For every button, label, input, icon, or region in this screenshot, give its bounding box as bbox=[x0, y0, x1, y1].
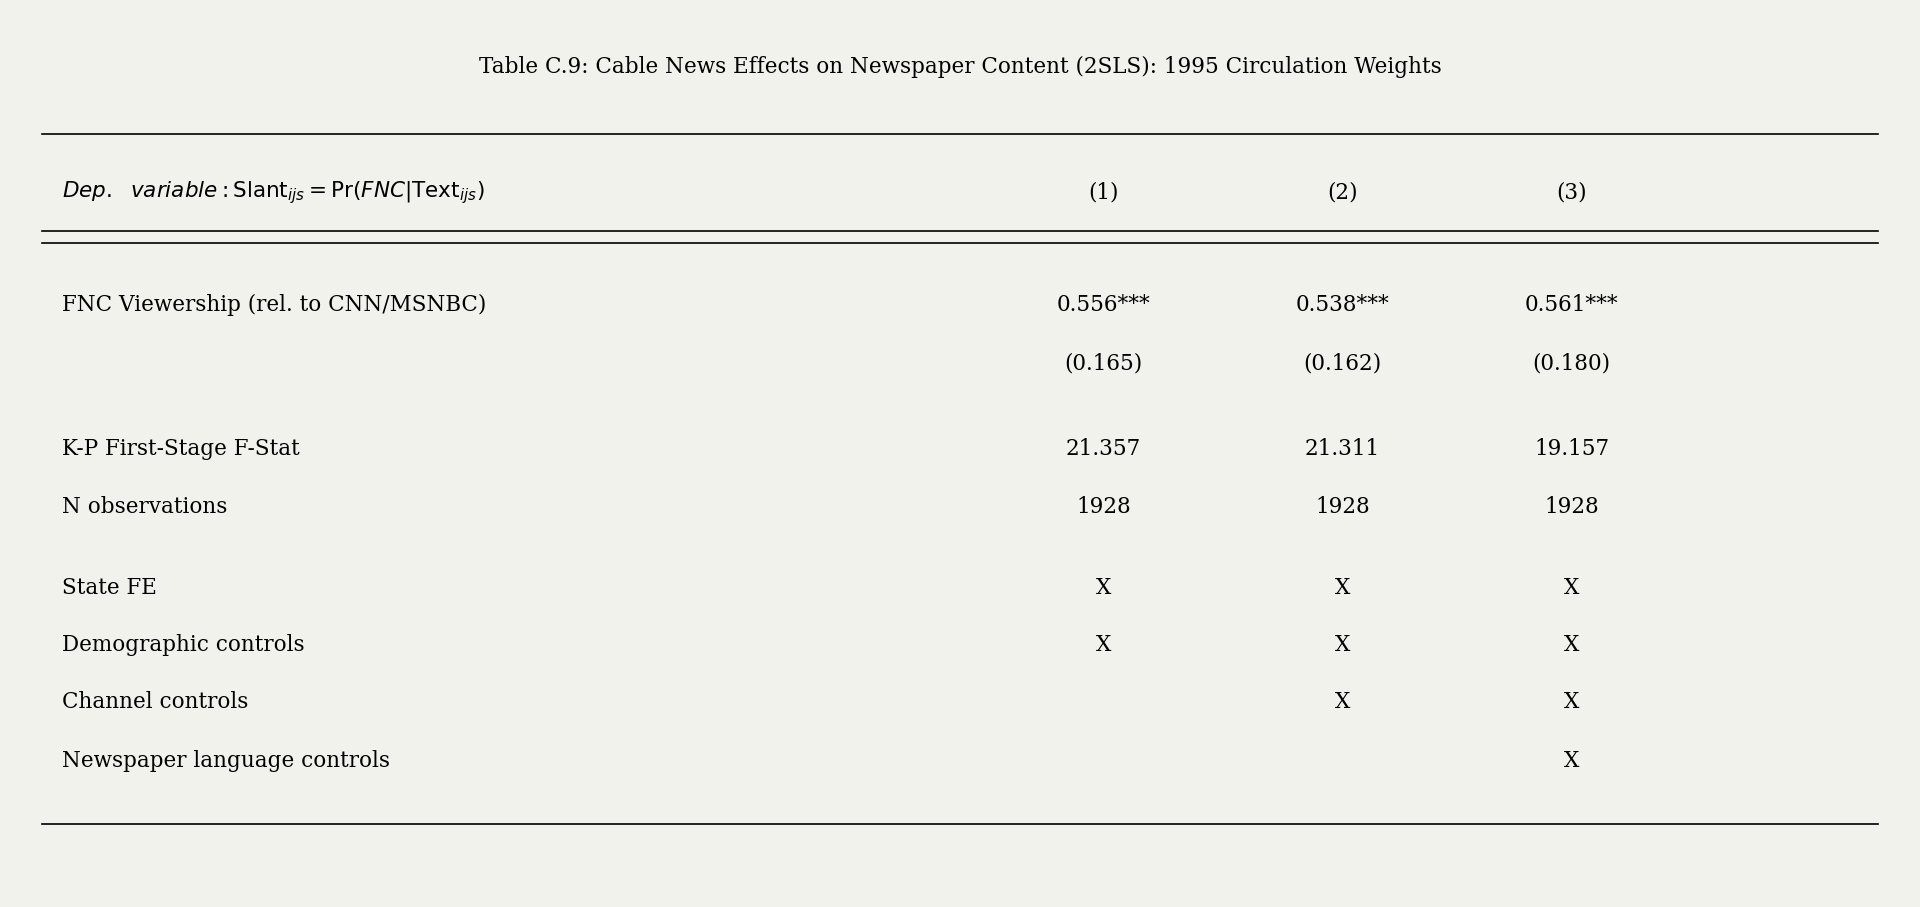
Text: X: X bbox=[1096, 577, 1112, 600]
Text: X: X bbox=[1565, 691, 1580, 714]
Text: X: X bbox=[1096, 634, 1112, 656]
Text: (0.165): (0.165) bbox=[1064, 353, 1142, 375]
Text: 0.556***: 0.556*** bbox=[1056, 294, 1150, 317]
Text: FNC Viewership (rel. to CNN/MSNBC): FNC Viewership (rel. to CNN/MSNBC) bbox=[61, 294, 486, 317]
Text: (2): (2) bbox=[1327, 182, 1357, 204]
Text: K-P First-Stage F-Stat: K-P First-Stage F-Stat bbox=[61, 438, 300, 460]
Text: Table C.9: Cable News Effects on Newspaper Content (2SLS): 1995 Circulation Weig: Table C.9: Cable News Effects on Newspap… bbox=[478, 56, 1442, 78]
Text: 1928: 1928 bbox=[1075, 496, 1131, 519]
Text: 1928: 1928 bbox=[1315, 496, 1369, 519]
Text: Channel controls: Channel controls bbox=[61, 691, 248, 714]
Text: X: X bbox=[1334, 691, 1350, 714]
Text: 21.311: 21.311 bbox=[1306, 438, 1380, 460]
Text: (0.180): (0.180) bbox=[1532, 353, 1611, 375]
Text: 19.157: 19.157 bbox=[1534, 438, 1609, 460]
Text: 1928: 1928 bbox=[1544, 496, 1599, 519]
Text: 0.538***: 0.538*** bbox=[1296, 294, 1390, 317]
Text: (0.162): (0.162) bbox=[1304, 353, 1382, 375]
Text: X: X bbox=[1565, 577, 1580, 600]
Text: N observations: N observations bbox=[61, 496, 227, 519]
Text: X: X bbox=[1565, 634, 1580, 656]
Text: 0.561***: 0.561*** bbox=[1524, 294, 1619, 317]
Text: State FE: State FE bbox=[61, 577, 156, 600]
Text: Newspaper language controls: Newspaper language controls bbox=[61, 750, 390, 772]
Text: X: X bbox=[1334, 577, 1350, 600]
Text: (3): (3) bbox=[1557, 182, 1588, 204]
Text: 21.357: 21.357 bbox=[1066, 438, 1140, 460]
Text: X: X bbox=[1334, 634, 1350, 656]
Text: Demographic controls: Demographic controls bbox=[61, 634, 303, 656]
Text: $\mathit{Dep.}$  $\mathit{variable}$$\mathrm{: Slant}_{ijs}\mathrm{=Pr(}\mathit{: $\mathit{Dep.}$ $\mathit{variable}$$\mat… bbox=[61, 180, 484, 206]
Text: X: X bbox=[1565, 750, 1580, 772]
Text: (1): (1) bbox=[1089, 182, 1119, 204]
